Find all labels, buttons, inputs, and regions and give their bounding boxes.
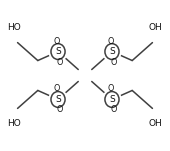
Text: O: O — [53, 84, 60, 93]
Ellipse shape — [49, 42, 67, 62]
Text: S: S — [109, 95, 115, 104]
Ellipse shape — [49, 89, 67, 109]
Ellipse shape — [103, 42, 121, 62]
Text: OH: OH — [149, 119, 163, 128]
Text: O: O — [110, 58, 117, 67]
Ellipse shape — [51, 92, 65, 107]
Text: S: S — [55, 47, 61, 56]
Text: O: O — [56, 105, 63, 114]
Text: O: O — [110, 105, 117, 114]
Ellipse shape — [51, 44, 65, 59]
Text: O: O — [107, 37, 114, 46]
Text: HO: HO — [7, 119, 21, 128]
Text: S: S — [55, 95, 61, 104]
Ellipse shape — [103, 89, 121, 109]
Text: S: S — [109, 47, 115, 56]
Text: O: O — [56, 58, 63, 67]
Text: O: O — [107, 84, 114, 93]
Ellipse shape — [105, 44, 119, 59]
Text: OH: OH — [149, 23, 163, 32]
Ellipse shape — [105, 92, 119, 107]
Text: O: O — [53, 37, 60, 46]
Text: HO: HO — [7, 23, 21, 32]
